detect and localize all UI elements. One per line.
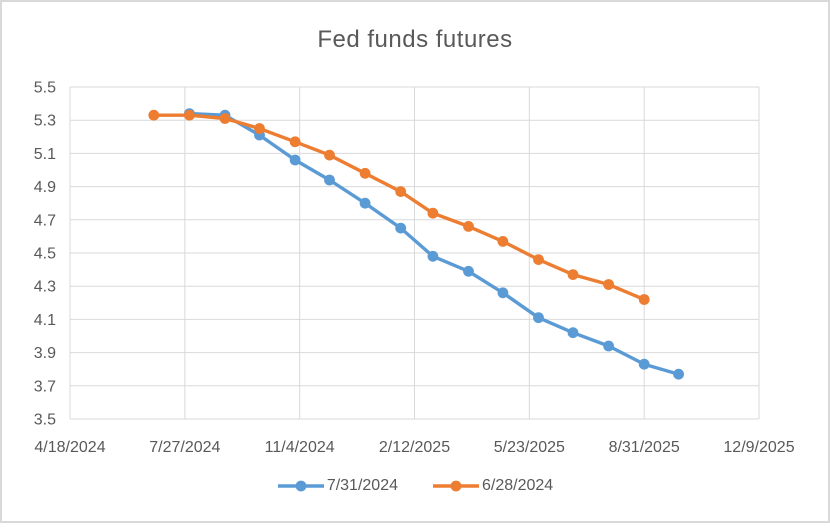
data-point-6-28-2024: [184, 109, 195, 121]
x-tick-label: 11/4/2024: [265, 439, 335, 456]
data-point-6-28-2024: [603, 279, 614, 290]
data-point-7-31-2024: [395, 222, 407, 234]
data-point-7-31-2024: [638, 358, 650, 370]
data-point-6-28-2024: [497, 236, 509, 247]
y-tick-label: 4.7: [34, 212, 56, 229]
x-tick-label: 5/23/2025: [494, 439, 565, 456]
x-tick-label: 4/18/2024: [34, 439, 105, 456]
data-point-6-28-2024: [638, 294, 650, 305]
legend-label-series-2: 6/28/2024: [482, 477, 554, 494]
data-point-7-31-2024: [324, 174, 335, 186]
y-tick-label: 4.5: [34, 246, 56, 263]
data-point-6-28-2024: [324, 149, 335, 161]
data-point-6-28-2024: [427, 207, 439, 219]
data-point-6-28-2024: [567, 269, 579, 280]
chart-title: Fed funds futures: [317, 26, 513, 53]
legend-label-series-1: 7/31/2024: [326, 477, 398, 494]
data-point-6-28-2024: [395, 186, 407, 198]
data-point-6-28-2024: [359, 167, 371, 179]
data-point-7-31-2024: [463, 265, 474, 277]
data-point-6-28-2024: [148, 109, 160, 121]
x-tick-label: 7/27/2024: [149, 439, 220, 456]
data-point-7-31-2024: [289, 154, 301, 166]
y-tick-label: 5.3: [34, 113, 56, 130]
data-point-7-31-2024: [359, 197, 371, 209]
data-point-6-28-2024: [289, 136, 301, 148]
y-tick-label: 4.9: [34, 179, 56, 196]
data-point-7-31-2024: [427, 250, 439, 262]
y-tick-label: 3.9: [34, 345, 56, 362]
data-point-7-31-2024: [533, 312, 544, 324]
y-tick-label: 4.1: [34, 312, 56, 329]
data-point-6-28-2024: [533, 254, 544, 265]
x-tick-label: 2/12/2025: [379, 439, 450, 456]
x-tick-label: 12/9/2025: [723, 439, 794, 456]
data-point-6-28-2024: [254, 123, 265, 134]
line-marker-icon: [433, 480, 479, 492]
y-tick-label: 5.5: [34, 80, 56, 97]
data-point-7-31-2024: [603, 340, 614, 352]
chart-legend: 7/31/2024 6/28/2024: [0, 477, 830, 495]
data-point-7-31-2024: [673, 368, 684, 380]
y-tick-label: 5.1: [34, 146, 56, 163]
series-line-7-31-2024: [187, 111, 681, 376]
legend-item-series-1: 7/31/2024: [277, 477, 398, 495]
y-tick-label: 4.3: [34, 279, 56, 296]
y-tick-label: 3.7: [34, 378, 56, 395]
data-point-7-31-2024: [497, 287, 509, 299]
y-tick-label: 3.5: [34, 412, 56, 429]
data-point-6-28-2024: [219, 113, 231, 124]
x-tick-label: 8/31/2025: [609, 439, 680, 456]
legend-item-series-2: 6/28/2024: [432, 477, 553, 495]
data-point-6-28-2024: [463, 221, 474, 232]
data-point-7-31-2024: [567, 327, 579, 339]
line-marker-icon: [277, 480, 324, 492]
